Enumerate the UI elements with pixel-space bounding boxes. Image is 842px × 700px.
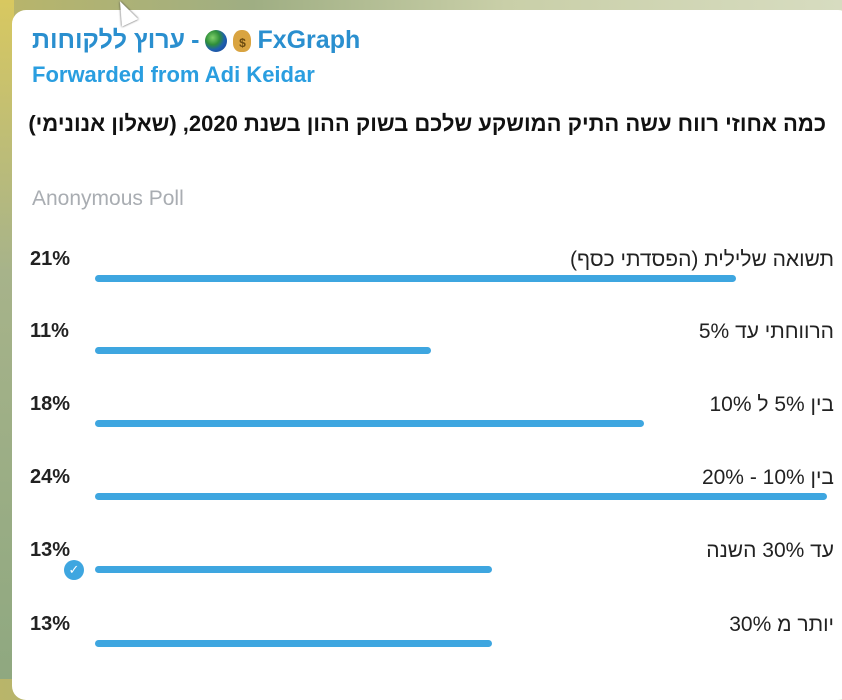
option-label: בין 10% - 20%	[701, 466, 834, 489]
poll-message-bubble	[12, 10, 842, 700]
option-result-bar	[95, 275, 736, 282]
option-result-bar	[95, 640, 492, 647]
option-percent: 21%	[30, 248, 71, 270]
option-result-bar	[95, 493, 827, 500]
poll-option[interactable]: 11% הרווחתי עד 5%	[0, 320, 842, 392]
option-result-bar	[95, 347, 431, 354]
forwarded-from[interactable]: Forwarded from Adi Keidar	[32, 62, 315, 87]
option-label: בין 5% ל 10%	[709, 393, 835, 416]
separator: -	[191, 26, 200, 54]
option-percent: 18%	[30, 393, 71, 415]
money-bag-icon: $	[233, 29, 252, 52]
brand-name[interactable]: FxGraph	[257, 26, 361, 54]
option-label: עד 30% השנה	[706, 539, 834, 562]
option-label: הרווחתי עד 5%	[698, 320, 834, 343]
poll-type: Anonymous Poll	[32, 187, 184, 210]
poll-question: כמה אחוזי רווח עשה התיק המושקע שלכם בשוק…	[28, 111, 826, 136]
option-percent: 11%	[30, 320, 69, 342]
option-percent: 24%	[30, 466, 71, 488]
option-percent: 13%	[30, 539, 71, 561]
poll-option[interactable]: 13% יותר מ 30%	[0, 613, 842, 685]
channel-name[interactable]: ערוץ ללקוחות	[32, 26, 186, 54]
option-result-bar	[95, 566, 492, 573]
message-header[interactable]: ערוץ ללקוחות - $ FxGraph	[32, 26, 360, 55]
poll-option[interactable]: 13% עד 30% השנה ✓	[0, 539, 842, 611]
background-wallpaper	[0, 0, 14, 679]
option-label: יותר מ 30%	[729, 613, 834, 636]
poll-option[interactable]: 21% תשואה שלילית (הפסדתי כסף)	[0, 248, 842, 320]
globe-icon	[205, 29, 228, 52]
option-percent: 13%	[30, 613, 71, 635]
option-result-bar	[95, 420, 644, 427]
chosen-check-icon: ✓	[64, 560, 84, 580]
option-label: תשואה שלילית (הפסדתי כסף)	[570, 248, 834, 271]
poll-option[interactable]: 24% בין 10% - 20%	[0, 466, 842, 538]
poll-option[interactable]: 18% בין 5% ל 10%	[0, 393, 842, 465]
